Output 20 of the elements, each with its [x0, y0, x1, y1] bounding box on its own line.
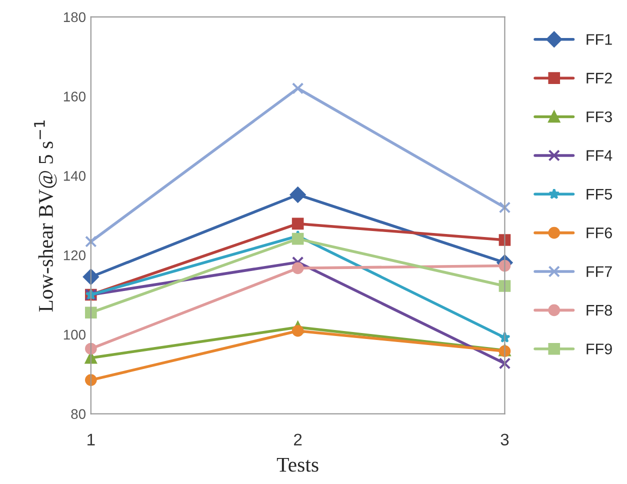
y-tick-label: 80	[71, 409, 86, 419]
x-tick-label: 2	[294, 434, 302, 446]
y-tick-label: 140	[64, 171, 86, 181]
x-tick-label: 3	[500, 434, 509, 446]
legend-label: FF8	[586, 304, 612, 316]
legend-label: FF3	[586, 111, 612, 122]
y-tick-label: 120	[64, 250, 86, 260]
y-axis-title: Low-shear BV@ 5 s$^{−1}$	[34, 120, 57, 312]
x-axis-title: Tests	[276, 458, 318, 472]
legend-label: FF9	[586, 344, 612, 354]
legend-label: FF4	[586, 150, 612, 161]
legend-label: FF5	[586, 188, 612, 200]
legend-label: FF6	[586, 228, 612, 238]
legend-label: FF7	[586, 266, 612, 277]
legend-label: FF1	[586, 34, 612, 45]
y-tick-label: 180	[64, 12, 86, 22]
y-tick-label: 160	[64, 92, 86, 102]
x-tick-label: 1	[88, 434, 95, 446]
legend-label: FF2	[586, 72, 612, 84]
y-tick-label: 100	[64, 330, 86, 340]
